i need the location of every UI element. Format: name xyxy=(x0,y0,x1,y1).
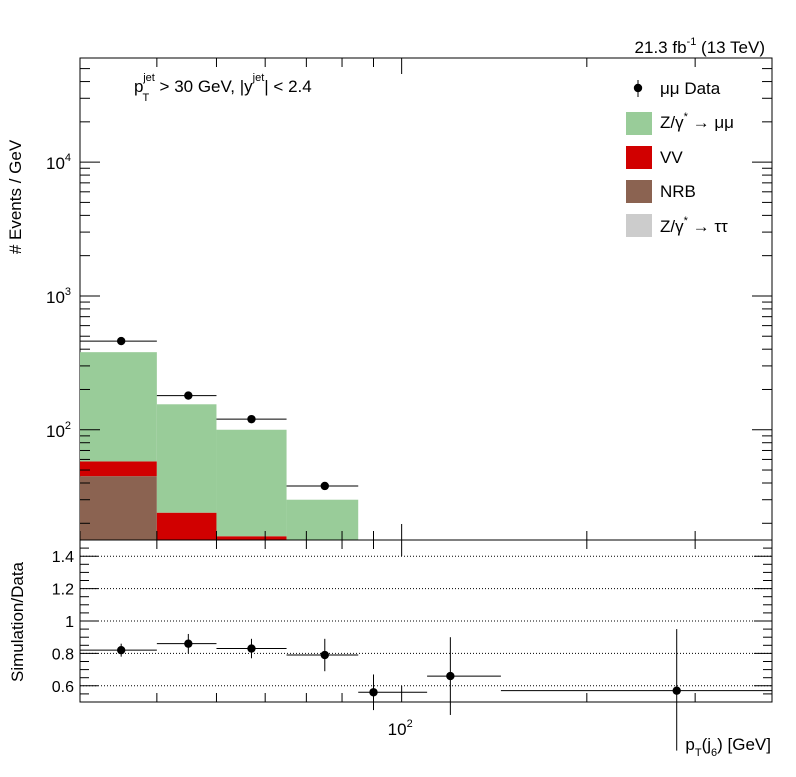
legend-label-zmumu: Z/γ* → μμ xyxy=(660,111,734,132)
legend-label-ztautau: Z/γ* → ττ xyxy=(660,215,728,236)
legend-item-data: μμ Data xyxy=(633,79,721,98)
main-y-axis-label: # Events / GeV xyxy=(6,139,25,254)
ratio-y-ticks: 0.6 0.8 1 1.2 1.4 xyxy=(52,539,772,703)
ratio-point xyxy=(247,644,256,653)
bar-z--2 xyxy=(216,429,287,537)
data-point xyxy=(116,336,126,346)
ratio-gridlines xyxy=(80,555,772,687)
y-tick-label: 104 xyxy=(46,152,71,173)
ratio-x-ticks: 102 xyxy=(79,540,773,739)
ratio-y-tick-label: 1.2 xyxy=(52,582,74,599)
legend-swatch-ztautau xyxy=(626,214,652,237)
bar-nrb-1 xyxy=(157,540,217,580)
stacked-histogram xyxy=(80,352,359,604)
ratio-y-tick-label: 1 xyxy=(65,614,74,631)
data-points xyxy=(80,336,359,491)
data-point xyxy=(320,481,329,491)
bar-z--0 xyxy=(80,352,157,462)
ratio-y-tick-label: 0.6 xyxy=(52,679,74,696)
main-x-ticks xyxy=(79,58,773,540)
ratio-point xyxy=(320,650,329,660)
legend-label-vv: VV xyxy=(660,148,683,167)
ratio-y-axis-label: Simulation/Data xyxy=(8,561,27,682)
ratio-point xyxy=(446,671,455,681)
ratio-point xyxy=(184,639,193,648)
bar-vv-0 xyxy=(80,461,157,477)
legend-swatch-zmumu xyxy=(626,112,652,135)
bar-nrb-0 xyxy=(80,476,157,540)
legend-swatch-vv xyxy=(626,146,652,169)
bar-vv-2 xyxy=(216,536,287,540)
ratio-panel: 0.6 0.8 1 1.2 1.4 102 Simulation/Data pT(j6)… xyxy=(8,539,773,759)
legend-item-nrb: NRB xyxy=(626,180,696,203)
y-tick-label: 102 xyxy=(46,420,71,441)
legend-data-marker xyxy=(633,83,643,93)
legend-swatch-nrb xyxy=(626,180,652,203)
ratio-point xyxy=(369,688,378,697)
data-point xyxy=(184,391,193,400)
main-y-ticks: 102 103 104 xyxy=(46,57,772,524)
legend-item-ztautau: Z/γ* → ττ xyxy=(626,214,728,237)
bar-vv-1 xyxy=(156,512,217,540)
main-panel: 102 103 104 pTjet > 30 GeV, |yjet| < 2.4 μ… xyxy=(6,57,773,604)
bar-vv-3 xyxy=(287,584,359,604)
x-axis-label: pT(j6) [GeV] xyxy=(685,735,771,759)
ratio-y-tick-label: 0.8 xyxy=(52,646,74,663)
x-tick-label: 102 xyxy=(388,718,413,739)
ratio-point xyxy=(672,686,681,695)
legend-item-vv: VV xyxy=(626,146,683,169)
data-point xyxy=(247,414,256,424)
legend-label-nrb: NRB xyxy=(660,182,696,201)
bar-nrb-2 xyxy=(216,564,286,581)
ratio-y-tick-label: 1.4 xyxy=(52,549,74,566)
lumi-label: 21.3 fb-1 (13 TeV) xyxy=(635,36,765,57)
y-tick-label: 103 xyxy=(46,286,71,307)
legend: μμ Data Z/γ* → μμ VV NRB Z/γ* → ττ xyxy=(626,79,734,237)
bar-z--3 xyxy=(286,499,359,540)
bar-z--1 xyxy=(156,404,217,513)
legend-label-data: μμ Data xyxy=(660,79,721,98)
ratio-points xyxy=(80,629,772,751)
cut-label: pTjet > 30 GeV, |yjet| < 2.4 xyxy=(134,72,312,104)
ratio-point xyxy=(116,645,126,655)
legend-item-zmumu: Z/γ* → μμ xyxy=(626,111,734,135)
